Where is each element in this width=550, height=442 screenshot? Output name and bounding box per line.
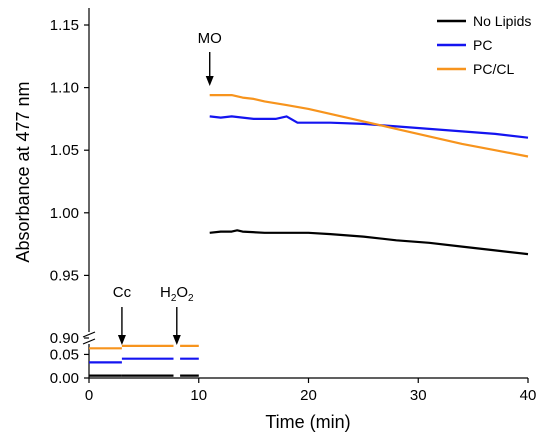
legend: No Lipids PC PC/CL (437, 13, 531, 77)
x-ticks: 0 10 20 30 40 (85, 378, 537, 404)
annotations: MO Cc H2O2 (113, 30, 222, 345)
y-tick-label: 1.15 (50, 17, 79, 34)
series-lines (89, 93, 529, 377)
annotation-cc: Cc (113, 284, 132, 301)
x-tick-label: 40 (520, 387, 537, 404)
axes (82, 8, 528, 379)
y-tick-label: 1.00 (50, 205, 79, 222)
annotation-cc-arrow-head (117, 335, 126, 345)
annotation-h2o2-arrow-head (172, 335, 181, 345)
y-tick-label: 0.05 (50, 346, 79, 363)
y-tick-label: 1.10 (50, 80, 79, 97)
series-line-pc (209, 115, 529, 139)
x-tick-label: 30 (410, 387, 427, 404)
y-tick-label: 0.00 (50, 370, 79, 387)
y-tick-label: 0.95 (50, 267, 79, 284)
annotation-h2o2: H2O2 (160, 284, 194, 304)
legend-label-pc-cl: PC/CL (473, 61, 514, 77)
series-line-pc-cl (209, 93, 529, 158)
x-tick-label: 0 (85, 387, 93, 404)
y-ticks: 0.90 0.95 1.00 1.05 1.10 1.15 0.00 0.05 (50, 17, 89, 387)
x-tick-label: 20 (300, 387, 317, 404)
legend-label-no-lipids: No Lipids (473, 13, 531, 29)
series-line-no-lipids (209, 229, 529, 256)
x-axis-label: Time (min) (265, 412, 350, 432)
y-tick-label: 1.05 (50, 142, 79, 159)
y-tick-label: 0.90 (50, 330, 79, 347)
axis-break-mark (82, 331, 96, 345)
annotation-mo: MO (198, 30, 222, 47)
legend-label-pc: PC (473, 37, 492, 53)
y-axis-label: Absorbance at 477 nm (13, 81, 33, 262)
x-tick-label: 10 (190, 387, 207, 404)
annotation-mo-arrow-head (205, 76, 214, 86)
